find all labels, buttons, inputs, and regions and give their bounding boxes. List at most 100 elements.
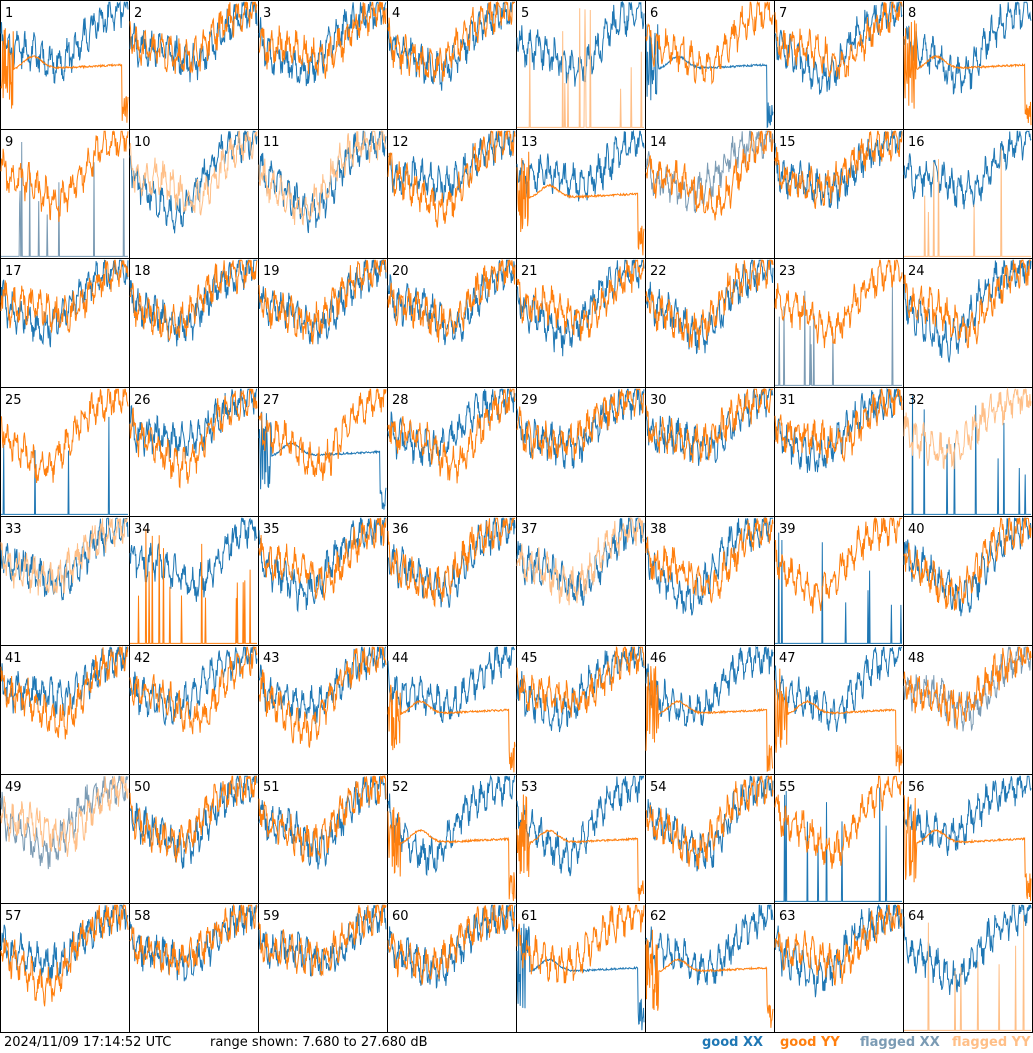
panel-33: 33 [0,516,130,646]
yy-trace [129,903,257,976]
panel-4: 4 [387,0,517,130]
panel-label: 60 [392,909,409,924]
xx-trace [774,646,902,732]
xx-trace [129,646,258,727]
panel-label: 53 [521,780,538,795]
panel-60: 60 [387,903,517,1033]
yy-trace [516,259,644,342]
yy-trace [774,388,903,464]
panel-27: 27 [258,387,388,517]
footer-bar: 2024/11/09 17:14:52 UTC range shown: 7.6… [0,1033,1033,1053]
panel-43: 43 [258,645,388,775]
panel-label: 28 [392,393,409,408]
panel-label: 48 [908,651,925,666]
panel-label: 2 [134,6,142,21]
legend-flagged-xx: flagged XX [860,1035,940,1050]
yy-trace [129,1,258,74]
panel-label: 49 [5,780,22,795]
yy-trace [129,646,258,735]
yy-trace [0,259,129,333]
xx-trace [516,129,645,202]
yy-trace [258,259,387,345]
panel-label: 16 [908,135,925,150]
yy-trace [645,259,774,351]
panel-44: 44 [387,645,517,775]
panel-label: 50 [134,780,151,795]
panel-34: 34 [129,516,259,646]
panel-label: 20 [392,264,409,279]
panel-label: 44 [392,651,409,666]
yy-trace [0,776,129,857]
yy-trace [516,645,645,718]
panel-16: 16 [903,129,1033,259]
panel-label: 7 [779,6,787,21]
yy-trace [387,0,515,83]
xx-trace [258,776,387,870]
xx-trace [258,904,387,977]
yy-trace [0,28,129,123]
xx-trace [903,904,1032,996]
panel-11: 11 [258,129,388,259]
panel-48: 48 [903,645,1033,775]
panel-label: 21 [521,264,538,279]
panel-26: 26 [129,387,259,517]
yy-trace [774,668,903,773]
yy-trace [129,775,257,863]
panel-25: 25 [0,387,130,517]
yy-trace [130,528,257,644]
xx-trace [0,517,129,602]
panel-3: 3 [258,0,388,130]
panel-label: 56 [908,780,925,795]
panel-label: 5 [521,6,529,21]
yy-trace [645,666,774,772]
panel-30: 30 [645,387,775,517]
panel-5: 5 [516,0,646,130]
panel-55: 55 [774,774,904,904]
legend-good-xx: good XX [702,1035,764,1050]
panel-label: 17 [5,264,22,279]
panel-17: 17 [0,258,130,388]
xx-trace [645,645,774,727]
panel-49: 49 [0,774,130,904]
panel-47: 47 [774,645,904,775]
panel-frame [516,0,646,130]
yy-trace [903,387,1032,470]
panel-label: 15 [779,135,796,150]
panel-label: 55 [779,780,796,795]
panel-35: 35 [258,516,388,646]
panel-label: 61 [521,909,538,924]
panel-14: 14 [645,129,775,259]
yy-trace [0,517,128,596]
panel-31: 31 [774,387,904,517]
yy-trace [645,516,774,604]
panel-53: 53 [516,774,646,904]
yy-trace [0,388,129,484]
panel-label: 36 [392,522,409,537]
panel-2: 2 [129,0,259,130]
yy-trace [774,904,903,986]
panel-label: 37 [521,522,538,537]
panel-label: 62 [650,909,667,924]
xx-trace [903,259,1032,363]
yy-trace [387,807,516,901]
panel-15: 15 [774,129,904,259]
panel-label: 9 [5,135,13,150]
panel-label: 8 [908,6,916,21]
yy-trace [903,646,1032,730]
panel-6: 6 [645,0,775,130]
panel-label: 42 [134,651,151,666]
panel-19: 19 [258,258,388,388]
xx-trace [258,1,387,87]
panel-21: 21 [516,258,646,388]
panel-7: 7 [774,0,904,130]
yy-trace [903,795,1032,901]
panel-40: 40 [903,516,1033,646]
yy-trace [129,130,258,216]
panel-frame [516,516,646,646]
panel-10: 10 [129,129,259,259]
panel-label: 3 [263,6,271,21]
xx-trace [645,259,774,355]
panel-label: 51 [263,780,280,795]
yy-trace [516,517,645,606]
